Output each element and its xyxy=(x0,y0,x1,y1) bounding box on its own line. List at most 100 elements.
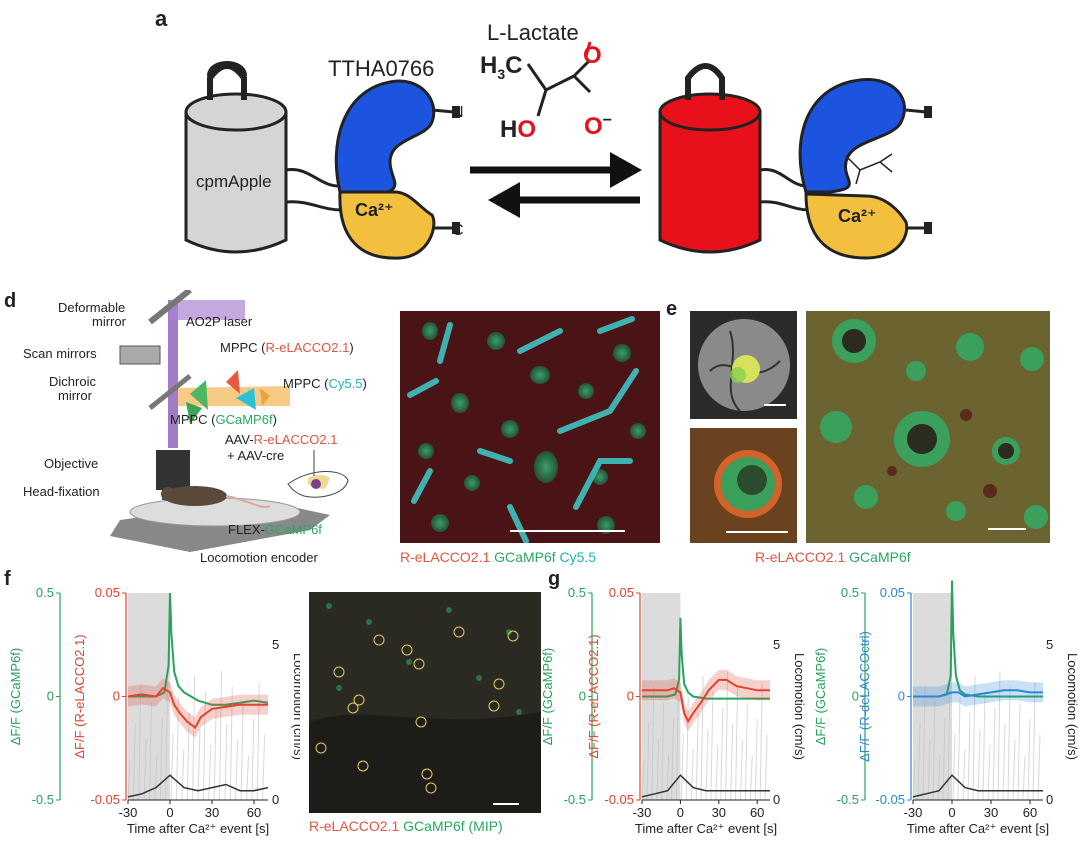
panel-f-letter: f xyxy=(4,568,11,590)
x-tick-label: 0 xyxy=(948,805,955,820)
locomotion-trace-background xyxy=(982,691,986,801)
cpmapple-barrel-right xyxy=(658,63,762,254)
locomotion-trace-background xyxy=(186,712,190,801)
mppc-gcamp-label: MPPC (GCaMP6f) xyxy=(170,412,277,427)
carbonyl-o-label: O xyxy=(583,42,602,69)
locomotion-trace-background xyxy=(1037,734,1041,801)
locomotion-tick-label: 5 xyxy=(272,637,279,652)
mppc-red-label: MPPC (R-eLACCO2.1) xyxy=(220,340,354,355)
sensor-tick-label: 0.05 xyxy=(609,585,634,600)
locomotion-trace-background xyxy=(245,755,249,801)
sensor-tick-label: -0.05 xyxy=(604,792,634,807)
ttha0766-blue-domain-left xyxy=(334,79,436,197)
x-tick-label: 60 xyxy=(750,805,764,820)
locomotion-trace-background xyxy=(235,739,239,801)
panel-e-cell-zoom xyxy=(690,428,797,543)
hydroxyl-label: HO xyxy=(500,116,537,143)
locomotion-trace-background xyxy=(1002,723,1006,801)
locomotion-trace-background xyxy=(1017,702,1021,801)
sensor-axis-label: ΔF/F (R-deLACCOctrl) xyxy=(857,631,872,762)
locomotion-trace-background xyxy=(197,728,201,801)
locomotion-axis-label: Locomotion (cm/s) xyxy=(291,653,300,760)
locomotion-tick-label: 0 xyxy=(1046,792,1053,807)
locomotion-trace-background xyxy=(700,675,704,801)
locomotion-trace-background xyxy=(720,707,724,801)
locomotion-trace-background xyxy=(641,759,645,801)
lactate-label: L-Lactate xyxy=(487,20,579,45)
locomotion-trace-background xyxy=(149,701,153,801)
chart-g-left: 0.5 0 -0.5 ΔF/F (GCaMP6f) 0.05 0 -0.05 ΔF/F (R-… xyxy=(540,585,807,836)
locomotion-tick-label: 0 xyxy=(773,792,780,807)
locomotion-trace-background xyxy=(1032,681,1036,801)
locomotion-trace-background xyxy=(710,691,714,801)
gcamp-tick-label: 0.5 xyxy=(36,585,54,600)
sensor-tick-label: 0 xyxy=(113,689,120,704)
panel-d-caption: R-eLACCO2.1 GCaMP6f Cy5.5 xyxy=(400,549,597,565)
locomotion-trace-background xyxy=(138,685,142,801)
aav-label: AAV-R-eLACCO2.1 xyxy=(225,432,338,447)
locomotion-trace-background xyxy=(1022,755,1026,801)
locomotion-trace-background xyxy=(192,675,196,801)
panel-a-letter: a xyxy=(155,6,168,31)
locomotion-trace-background xyxy=(651,685,655,801)
dichroic-label: Dichroic xyxy=(49,374,96,389)
c-terminus-label: C xyxy=(452,222,464,239)
locomotion-trace-background xyxy=(912,759,916,801)
locomotion-trace-background xyxy=(917,722,921,801)
locomotion-trace-background xyxy=(661,701,665,801)
gcamp-axis-label: ΔF/F (GCaMP6f) xyxy=(813,648,828,746)
locomotion-axis-label: Locomotion (cm/s) xyxy=(792,653,807,760)
locomotion-trace-background xyxy=(987,744,991,801)
locomotion-trace xyxy=(127,774,269,798)
gcamp-tick-label: -0.5 xyxy=(564,792,586,807)
deformable-label: Deformable xyxy=(58,300,126,315)
locomotion-trace-background xyxy=(219,670,223,801)
gcamp-tick-label: 0 xyxy=(852,689,859,704)
sensor-trace xyxy=(642,678,770,724)
scan-mirrors-label: Scan mirrors xyxy=(23,346,97,361)
gcamp-tick-label: 0.5 xyxy=(841,585,859,600)
panel-f-micrograph xyxy=(309,592,541,813)
x-tick-label: 60 xyxy=(1023,805,1037,820)
x-tick-label: -30 xyxy=(119,805,138,820)
x-axis-label: Time after Ca²⁺ event [s] xyxy=(907,821,1049,836)
encoder-label: Locomotion encoder xyxy=(200,550,318,565)
sensor-tick-label: -0.05 xyxy=(875,792,905,807)
mppc-cy55-label: MPPC (Cy5.5) xyxy=(283,376,367,391)
locomotion-trace-background xyxy=(666,754,670,801)
x-tick-label: 30 xyxy=(205,805,219,820)
locomotion-trace xyxy=(912,774,1043,798)
locomotion-trace-background xyxy=(685,696,689,801)
panel-d-setup-illustration xyxy=(110,290,349,552)
locomotion-trace-background xyxy=(967,712,971,801)
locomotion-trace-background xyxy=(759,681,763,801)
cpmapple-label: cpmApple xyxy=(196,172,272,191)
bound-lactate-molecule xyxy=(845,153,893,185)
panel-e-letter: e xyxy=(666,298,678,320)
flex-label: FLEX-GCaMP6f xyxy=(228,522,322,537)
methyl-label: H3C xyxy=(480,52,523,82)
panel-a-diagram xyxy=(184,41,932,260)
locomotion-trace-background xyxy=(165,680,169,801)
locomotion-trace-background xyxy=(170,733,174,801)
sensor-tick-label: -0.05 xyxy=(90,792,120,807)
locomotion-tick-label: 5 xyxy=(773,637,780,652)
ca-yellow-domain-left xyxy=(338,190,436,260)
panel-e-window xyxy=(690,311,797,419)
panel-f-caption: R-eLACCO2.1 GCaMP6f (MIP) xyxy=(309,818,503,834)
locomotion-trace-background xyxy=(937,754,941,801)
locomotion-trace-background xyxy=(715,744,719,801)
objective-label: Objective xyxy=(44,456,99,471)
locomotion-trace-background xyxy=(262,734,266,801)
gcamp-tick-label: 0 xyxy=(579,689,586,704)
lactate-molecule xyxy=(526,41,592,117)
locomotion-trace-background xyxy=(705,728,709,801)
locomotion-trace-background xyxy=(127,759,131,801)
locomotion-trace-background xyxy=(202,691,206,801)
locomotion-trace-background xyxy=(764,734,768,801)
x-tick-label: 30 xyxy=(984,805,998,820)
sensor-trace xyxy=(913,689,1043,698)
locomotion-trace-background xyxy=(656,738,660,801)
gcamp-axis-label: ΔF/F (GCaMP6f) xyxy=(540,648,555,746)
x-tick-label: 30 xyxy=(712,805,726,820)
